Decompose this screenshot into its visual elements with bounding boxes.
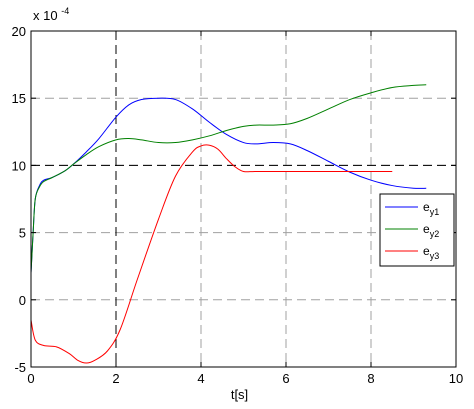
legend-label-base: e <box>423 244 430 258</box>
y-multiplier-label: x 10 -4 <box>33 6 69 23</box>
x-tick-label: 4 <box>197 371 204 386</box>
legend-label-subscript: y1 <box>430 207 440 217</box>
legend-box <box>379 193 455 267</box>
legend-label-base: e <box>423 222 430 236</box>
y-tick-label: 15 <box>12 91 26 106</box>
legend-label-subscript: y3 <box>430 251 440 261</box>
x-tick-label: 2 <box>112 371 119 386</box>
multiplier-exponent: -4 <box>61 6 69 16</box>
y-tick-label: -5 <box>14 360 26 375</box>
legend-label-base: e <box>423 200 430 214</box>
series-line-y3 <box>30 144 393 364</box>
legend-label-y3: ey3 <box>423 244 439 261</box>
multiplier-base: x 10 <box>33 8 58 23</box>
y-tick-label: 0 <box>19 293 26 308</box>
series-line-y2 <box>30 84 427 273</box>
reference-lines <box>31 31 456 367</box>
series-layer <box>30 84 427 364</box>
x-tick-label: 0 <box>27 371 34 386</box>
x-tick-label: 6 <box>282 371 289 386</box>
legend-label-y1: ey1 <box>423 200 439 217</box>
y-tick-label: 5 <box>19 226 26 241</box>
x-tick-label: 10 <box>449 371 463 386</box>
y-tick-label: 10 <box>12 158 26 173</box>
ticks <box>30 30 457 368</box>
x-axis-label: t[s] <box>231 387 248 402</box>
legend-label-subscript: y2 <box>430 229 440 239</box>
legend-label-y2: ey2 <box>423 222 439 239</box>
y-tick-label: 20 <box>12 24 26 39</box>
x-tick-label: 8 <box>367 371 374 386</box>
plot-frame <box>30 30 457 368</box>
